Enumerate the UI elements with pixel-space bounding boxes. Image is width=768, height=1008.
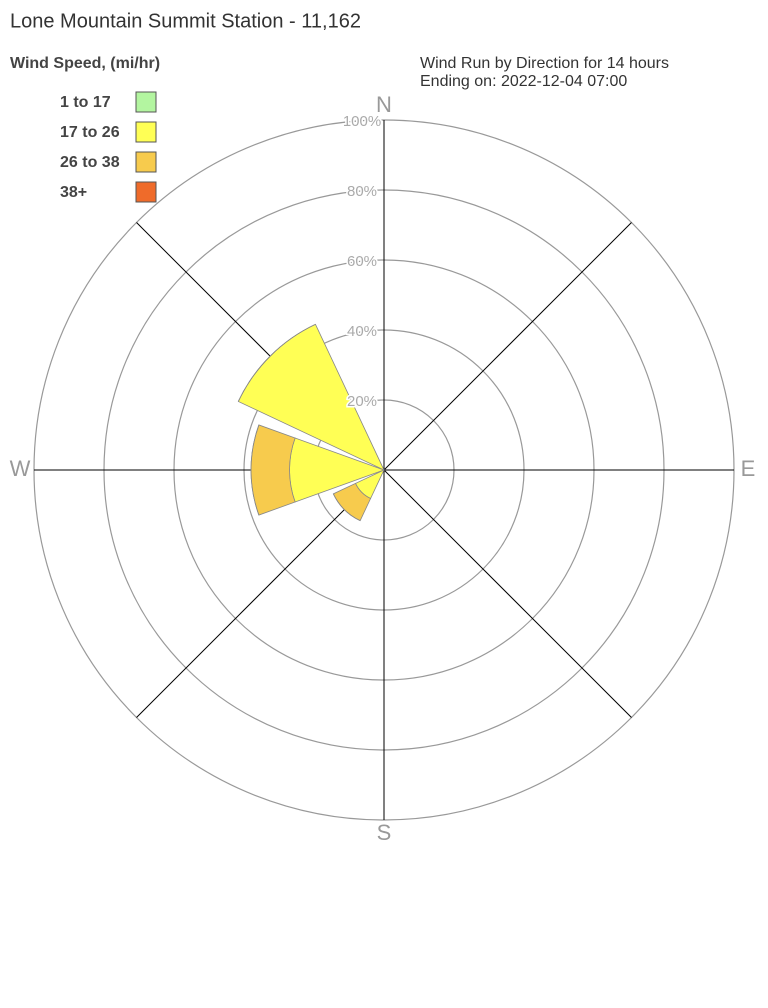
legend-title: Wind Speed, (mi/hr) bbox=[10, 55, 160, 72]
direction-label: S bbox=[377, 820, 392, 845]
chart-title: Lone Mountain Summit Station - 11,162 bbox=[10, 10, 361, 32]
spoke bbox=[136, 469, 385, 718]
r-tick-label: 100% bbox=[343, 113, 381, 130]
r-tick-label: 20% bbox=[347, 393, 377, 410]
subtitle: Ending on: 2022-12-04 07:00 bbox=[420, 73, 627, 90]
legend-swatch bbox=[135, 91, 157, 113]
legend-label: 1 to 17 bbox=[60, 94, 111, 111]
wedge bbox=[250, 424, 296, 516]
legend-swatch bbox=[135, 121, 157, 143]
direction-label: W bbox=[10, 456, 31, 481]
subtitle: Wind Run by Direction for 14 hours bbox=[420, 55, 669, 72]
legend-swatch bbox=[135, 181, 157, 203]
legend-label: 38+ bbox=[60, 184, 87, 201]
spoke bbox=[383, 222, 632, 471]
direction-label: N bbox=[376, 92, 392, 117]
spoke bbox=[383, 469, 632, 718]
r-tick-label: 80% bbox=[347, 183, 377, 200]
direction-label: E bbox=[741, 456, 756, 481]
wedge bbox=[332, 493, 361, 522]
wedge bbox=[250, 424, 260, 516]
legend-swatch bbox=[135, 151, 157, 173]
legend-label: 26 to 38 bbox=[60, 154, 120, 171]
r-tick-label: 60% bbox=[347, 253, 377, 270]
legend-label: 17 to 26 bbox=[60, 124, 120, 141]
r-tick-label: 40% bbox=[347, 323, 377, 340]
